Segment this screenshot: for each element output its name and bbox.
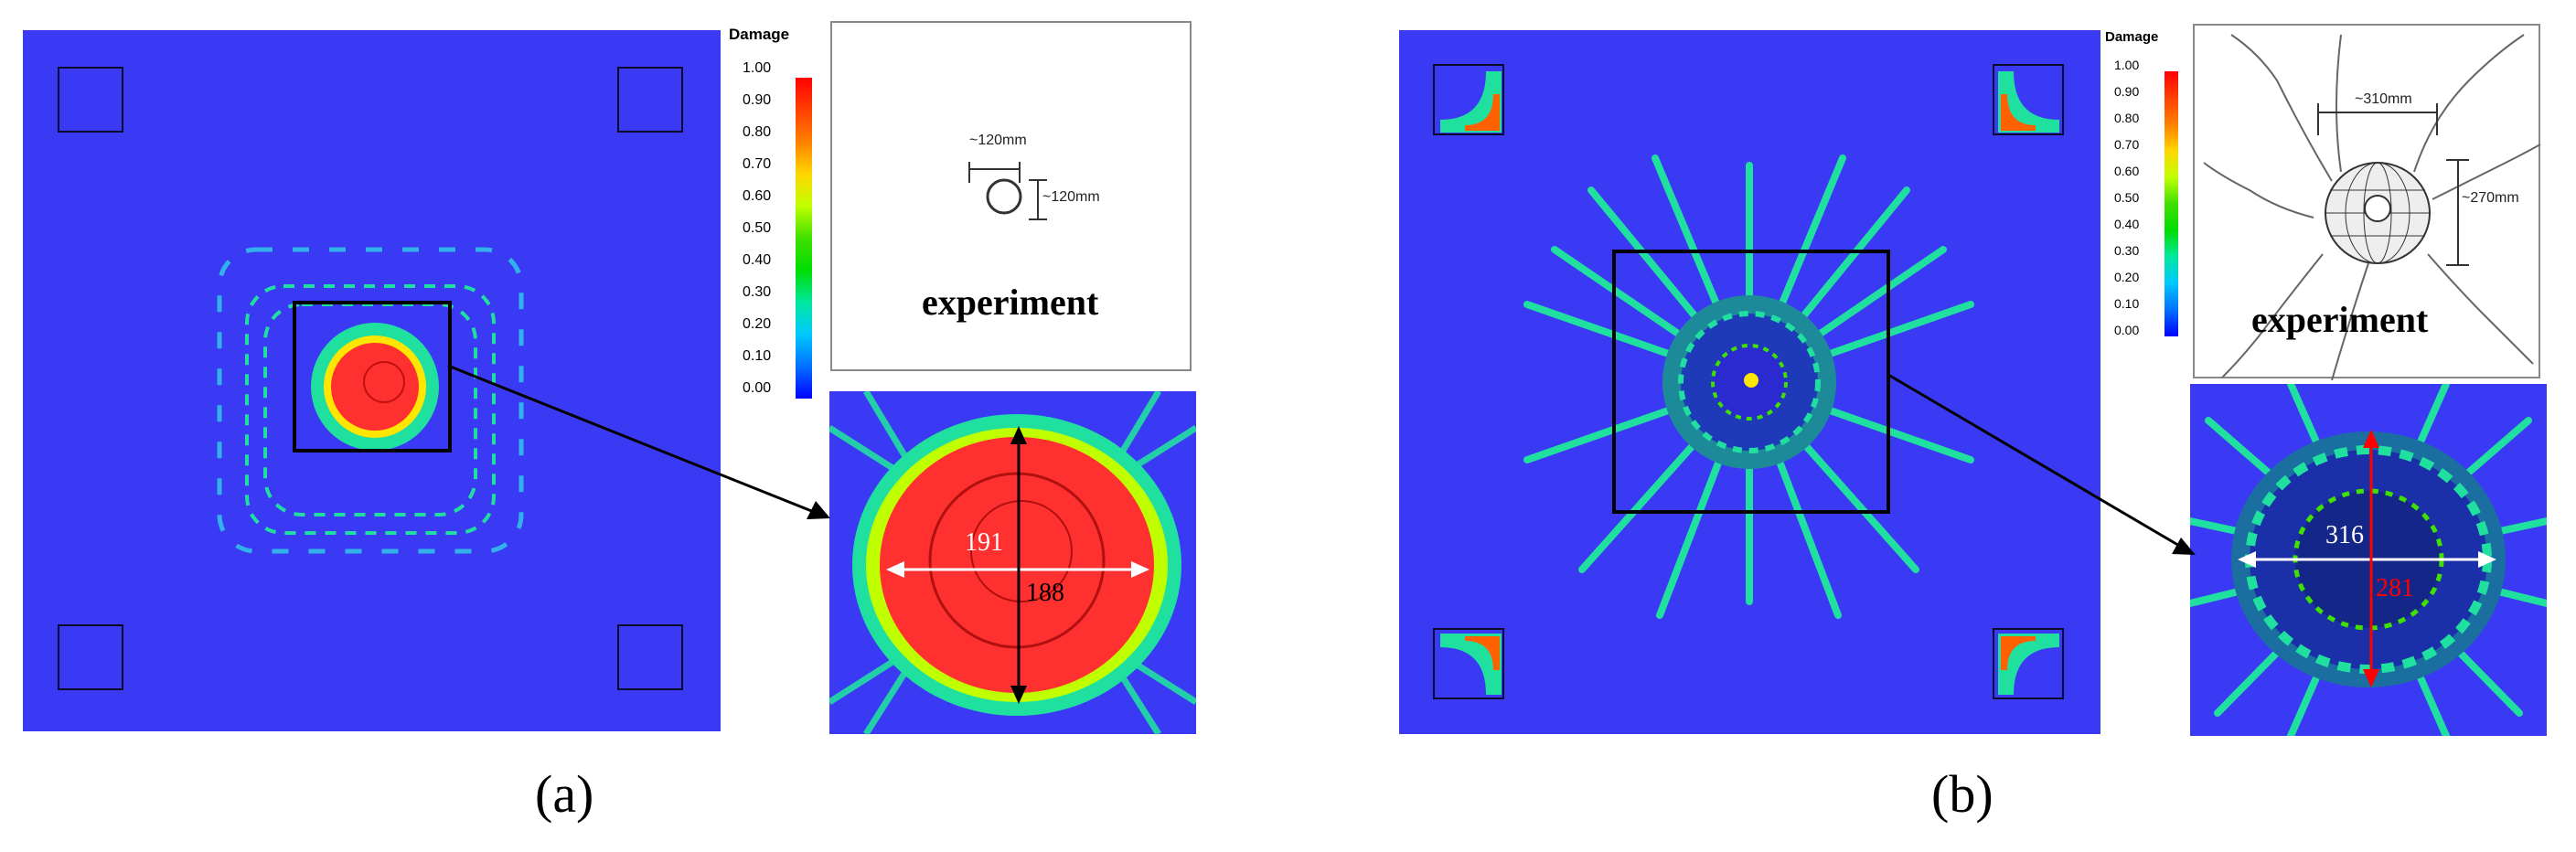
legend-colorbar-a — [796, 78, 812, 399]
legend-tick: 0.70 — [2114, 137, 2140, 152]
experiment-dim-b-1: ~310mm — [2355, 91, 2412, 107]
zoom-measure-vertical-b: 281 — [2376, 574, 2414, 602]
damage-pattern-a — [217, 247, 524, 554]
legend-tick: 0.80 — [2114, 111, 2140, 125]
support-square-a-bl — [58, 624, 123, 690]
experiment-sketch-b — [2203, 34, 2541, 380]
zoom-damage-b — [2190, 384, 2547, 736]
legend-tick: 0.90 — [2114, 84, 2140, 99]
experiment-sketch-a — [968, 162, 1047, 220]
experiment-dim-a-1: ~120mm — [969, 133, 1027, 148]
plate-b — [1399, 30, 2100, 734]
experiment-box-a: ~120mm ~120mm experiment — [830, 21, 1192, 371]
legend-tick: 0.60 — [2114, 164, 2140, 178]
legend-colorbar-b — [2164, 71, 2178, 336]
zoom-inset-a: 191 188 — [829, 391, 1196, 734]
zoom-measure-vertical-a: 188 — [1026, 579, 1064, 607]
legend-tick: 0.40 — [743, 252, 772, 268]
support-square-a-tl — [58, 67, 123, 133]
legend-tick: 0.30 — [2114, 243, 2140, 258]
connector-arrow-b — [1887, 373, 2196, 555]
legend-tick: 0.40 — [2114, 217, 2140, 231]
legend-tick: 0.10 — [2114, 296, 2140, 311]
experiment-dim-b-2: ~270mm — [2462, 190, 2519, 206]
zoom-measure-horizontal-b: 316 — [2325, 521, 2364, 549]
zoom-inset-b: 316 281 — [2190, 384, 2547, 736]
support-square-a-br — [617, 624, 683, 690]
legend-title-b: Damage — [2105, 29, 2159, 45]
experiment-box-b: ~310mm ~270mm experiment — [2193, 24, 2541, 380]
legend-tick: 0.10 — [743, 348, 772, 364]
panel-label-b: (b) — [1931, 764, 1993, 824]
legend-tick: 1.00 — [2114, 58, 2140, 72]
connector-arrow-a — [447, 364, 830, 519]
legend-tick: 0.20 — [743, 316, 772, 332]
panel-label-a: (a) — [535, 764, 594, 824]
legend-tick: 0.30 — [743, 284, 772, 300]
plate-a — [23, 30, 721, 731]
support-square-a-tr — [617, 67, 683, 133]
experiment-dim-a-2: ~120mm — [1042, 189, 1100, 205]
legend-tick: 0.00 — [743, 380, 772, 396]
legend-tick: 1.00 — [743, 60, 772, 76]
legend-tick: 0.60 — [743, 188, 772, 204]
legend-tick: 0.00 — [2114, 323, 2140, 337]
legend-tick: 0.90 — [743, 92, 772, 108]
experiment-label-a: experiment — [922, 282, 1099, 323]
legend-title-a: Damage — [729, 26, 790, 43]
legend-tick: 0.50 — [743, 220, 772, 236]
legend-tick: 0.70 — [743, 156, 772, 172]
zoom-damage-a — [829, 391, 1196, 734]
zoom-measure-horizontal-a: 191 — [965, 528, 1003, 557]
legend-tick: 0.80 — [743, 124, 772, 140]
legend-tick: 0.20 — [2114, 270, 2140, 284]
damage-pattern-b — [1433, 64, 2064, 699]
legend-tick: 0.50 — [2114, 190, 2140, 205]
experiment-label-b: experiment — [2251, 299, 2429, 340]
